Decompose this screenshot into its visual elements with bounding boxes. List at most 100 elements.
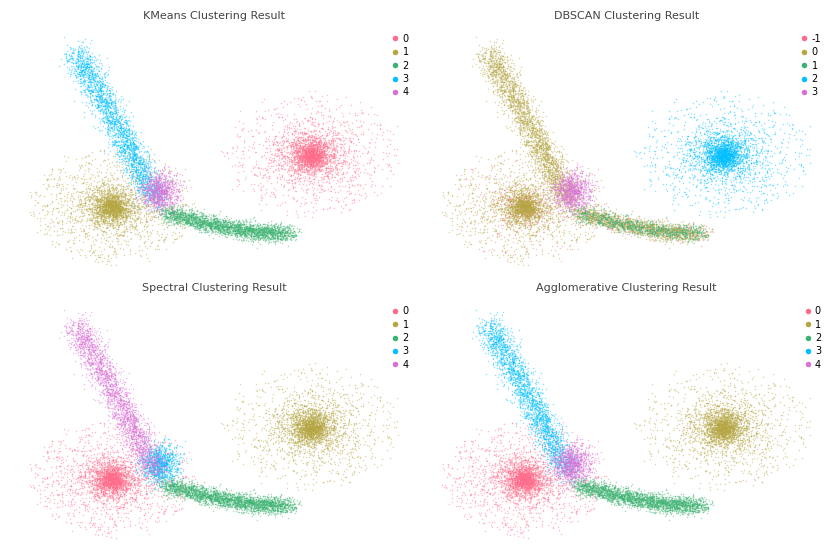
Point — [578, 471, 591, 480]
Point — [70, 329, 83, 338]
Point — [717, 428, 730, 437]
Point — [132, 185, 145, 194]
Point — [497, 347, 511, 356]
Point — [507, 198, 520, 207]
Point — [528, 485, 541, 494]
Point — [55, 55, 68, 64]
Point — [246, 225, 260, 234]
Point — [170, 209, 183, 218]
Point — [111, 204, 124, 213]
Point — [102, 205, 115, 214]
Point — [611, 213, 624, 222]
Point — [778, 179, 791, 188]
Point — [575, 209, 588, 218]
Point — [281, 137, 294, 146]
Point — [537, 398, 550, 407]
Point — [501, 182, 515, 191]
Point — [502, 216, 516, 225]
Point — [572, 470, 585, 479]
Point — [132, 157, 145, 166]
Point — [650, 230, 664, 239]
Point — [92, 197, 105, 206]
Point — [600, 217, 613, 226]
Point — [96, 472, 109, 481]
Point — [106, 198, 119, 207]
Point — [568, 462, 581, 471]
Point — [543, 441, 557, 450]
Point — [109, 111, 123, 120]
Point — [259, 507, 272, 516]
Point — [487, 332, 501, 341]
Point — [298, 421, 312, 430]
Point — [522, 473, 535, 482]
Point — [138, 436, 151, 445]
Point — [524, 133, 538, 142]
Point — [362, 138, 375, 147]
Point — [508, 472, 522, 481]
Point — [604, 212, 617, 221]
Point — [529, 138, 543, 147]
Point — [269, 225, 282, 234]
Point — [307, 418, 320, 427]
Point — [612, 213, 626, 222]
Point — [701, 152, 714, 161]
Point — [307, 144, 320, 153]
Point — [659, 227, 672, 236]
Point — [103, 470, 117, 479]
Point — [63, 52, 76, 60]
Point — [552, 185, 565, 194]
Point — [522, 482, 536, 491]
Point — [209, 223, 223, 232]
Point — [317, 143, 330, 152]
Point — [691, 501, 705, 510]
Point — [103, 206, 117, 215]
Point — [567, 482, 580, 491]
Point — [764, 444, 778, 453]
Point — [515, 476, 528, 485]
Point — [254, 228, 267, 237]
Point — [249, 503, 263, 512]
Point — [100, 236, 113, 245]
Point — [147, 471, 160, 480]
Point — [494, 166, 507, 175]
Point — [686, 495, 700, 504]
Point — [599, 208, 612, 217]
Point — [720, 155, 733, 164]
Point — [295, 413, 308, 422]
Point — [535, 398, 549, 407]
Point — [246, 228, 260, 237]
Point — [135, 455, 149, 464]
Point — [665, 503, 679, 512]
Point — [322, 136, 335, 144]
Point — [576, 203, 590, 212]
Point — [376, 427, 390, 436]
Point — [144, 468, 158, 477]
Point — [567, 477, 580, 486]
Point — [670, 504, 684, 513]
Point — [242, 219, 255, 228]
Point — [98, 485, 112, 494]
Point — [99, 390, 113, 399]
Point — [739, 151, 753, 160]
Point — [181, 489, 194, 498]
Point — [133, 514, 146, 522]
Point — [570, 456, 583, 465]
Point — [643, 440, 657, 449]
Point — [564, 206, 578, 215]
Point — [664, 224, 677, 233]
Point — [92, 207, 106, 216]
Point — [713, 377, 727, 386]
Point — [308, 419, 322, 428]
Point — [71, 320, 84, 329]
Point — [87, 347, 100, 356]
Point — [636, 216, 649, 225]
Point — [532, 197, 545, 206]
Point — [109, 409, 123, 418]
Point — [712, 156, 726, 165]
Point — [150, 193, 163, 202]
Point — [202, 493, 216, 502]
Point — [483, 324, 496, 333]
Point — [546, 447, 559, 456]
Point — [648, 492, 661, 501]
Point — [589, 177, 602, 186]
